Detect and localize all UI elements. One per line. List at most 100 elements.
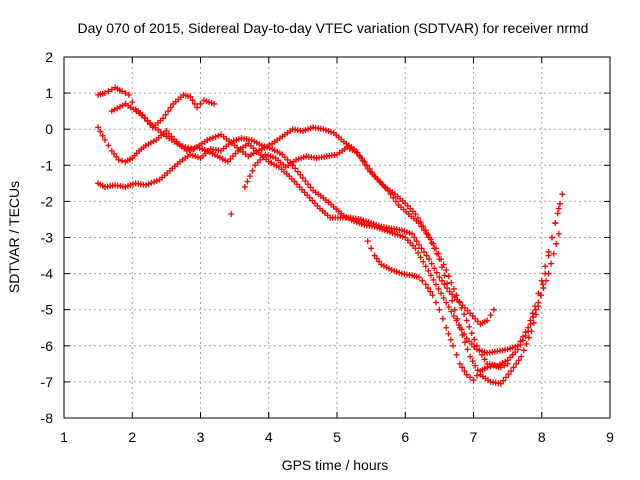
data-point	[445, 273, 452, 280]
data-point	[430, 276, 437, 283]
x-axis-label: GPS time / hours	[282, 457, 389, 473]
data-point	[179, 143, 186, 150]
data-point	[444, 280, 451, 287]
data-point	[533, 311, 540, 318]
data-point	[432, 299, 439, 306]
data-point	[520, 347, 527, 354]
data-point	[508, 368, 515, 375]
data-point	[294, 168, 301, 175]
x-tick-label: 8	[538, 429, 546, 445]
data-point	[445, 330, 452, 337]
data-point	[466, 323, 473, 330]
data-point	[490, 306, 497, 313]
data-point	[212, 133, 219, 140]
data-point	[431, 245, 438, 252]
data-point	[162, 111, 169, 118]
data-point	[194, 104, 201, 111]
y-tick-label: -1	[41, 157, 54, 173]
data-point	[443, 266, 450, 273]
x-tick-label: 2	[128, 429, 136, 445]
data-point	[450, 285, 457, 292]
data-point	[479, 351, 486, 358]
data-point	[463, 317, 470, 324]
data-point	[473, 372, 480, 379]
data-point	[390, 194, 397, 201]
data-point	[463, 371, 470, 378]
data-point	[436, 306, 443, 313]
data-point	[528, 328, 535, 335]
data-point	[438, 264, 445, 271]
data-point	[467, 374, 474, 381]
data-point	[555, 230, 562, 237]
x-tick-label: 6	[401, 429, 409, 445]
data-point	[422, 263, 429, 270]
data-point	[197, 100, 204, 107]
data-point	[142, 182, 149, 189]
data-point	[99, 132, 106, 139]
data-point	[436, 256, 443, 263]
series-track-c	[95, 135, 566, 357]
data-point	[433, 250, 440, 257]
data-point	[412, 245, 419, 252]
data-point	[545, 252, 552, 259]
data-point	[302, 178, 309, 185]
data-point	[423, 230, 430, 237]
data-point	[504, 360, 511, 367]
data-point	[513, 360, 520, 367]
data-point	[426, 256, 433, 263]
data-point	[409, 230, 416, 237]
data-point	[125, 91, 132, 98]
data-point	[182, 143, 189, 150]
data-point	[139, 111, 146, 118]
data-point	[556, 200, 563, 207]
data-point	[539, 281, 546, 288]
data-point	[165, 108, 172, 115]
data-point	[440, 294, 447, 301]
data-point	[392, 198, 399, 205]
data-point	[115, 156, 122, 163]
data-point	[418, 245, 425, 252]
data-point	[450, 342, 457, 349]
y-tick-label: -4	[41, 266, 54, 282]
data-point	[153, 177, 160, 184]
data-point	[497, 364, 504, 371]
data-point	[249, 167, 256, 174]
data-point	[145, 181, 152, 188]
data-point	[418, 223, 425, 230]
data-point	[387, 191, 394, 198]
data-point	[159, 115, 166, 122]
tick-labels: 1 2 3 4 5 6 7 8 9 -8 -7 -6 -5 -4 -3 -2 -1 0 1 2	[41, 49, 615, 445]
data-point	[368, 245, 375, 252]
data-point	[476, 347, 483, 354]
y-tick-label: -7	[41, 374, 54, 390]
data-point	[501, 362, 508, 369]
data-point	[113, 153, 120, 160]
data-point	[417, 254, 424, 261]
data-point	[292, 165, 299, 172]
data-point	[362, 161, 369, 168]
data-point	[510, 364, 517, 371]
x-tick-label: 7	[470, 429, 478, 445]
x-tick-label: 4	[265, 429, 273, 445]
data-point	[119, 157, 126, 164]
data-point	[530, 319, 537, 326]
y-tick-label: -3	[41, 230, 54, 246]
data-point	[456, 324, 463, 331]
data-point	[101, 137, 108, 144]
data-point	[422, 281, 429, 288]
data-point	[487, 363, 494, 370]
data-point	[470, 377, 477, 384]
data-point	[119, 88, 126, 95]
data-point	[108, 147, 115, 154]
data-point	[502, 374, 509, 381]
data-point	[505, 371, 512, 378]
y-tick-label: 2	[45, 49, 53, 65]
data-point	[447, 336, 454, 343]
y-tick-label: -8	[41, 410, 54, 426]
data-point	[458, 304, 465, 311]
data-point	[527, 321, 534, 328]
data-point	[373, 255, 380, 262]
data-point	[427, 272, 434, 279]
data-point	[411, 234, 418, 241]
data-point	[453, 292, 460, 299]
